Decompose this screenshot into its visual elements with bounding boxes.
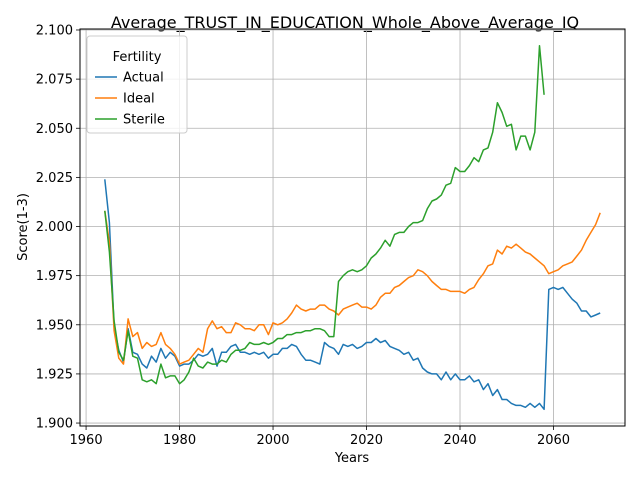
series-line-actual: [104, 179, 601, 411]
legend-title: Fertility: [113, 50, 162, 65]
x-axis: 1960 1980 2000 2020 2040 2060: [70, 426, 570, 448]
y-tick-label: 2.100: [36, 23, 73, 38]
legend-items: Actual Ideal Sterile: [95, 71, 165, 128]
y-axis: 1.900 1.925 1.950 1.975 2.000 2.025 2.050 2.075…: [36, 23, 80, 432]
plot-frame: [79, 28, 626, 427]
x-tick-label: 2060: [537, 433, 570, 448]
y-tick-label: 2.000: [36, 220, 73, 235]
y-tick-label: 1.925: [36, 367, 73, 382]
legend-label-ideal: Ideal: [123, 92, 155, 107]
x-tick-label: 1980: [163, 433, 196, 448]
y-tick-label: 2.050: [36, 122, 73, 137]
grid: [80, 29, 625, 426]
legend-label-sterile: Sterile: [123, 113, 165, 128]
x-axis-label: Years: [334, 451, 370, 466]
legend-box: [86, 35, 188, 134]
legend: Fertility Actual Ideal Sterile: [86, 35, 188, 134]
y-tick-label: 2.075: [36, 73, 73, 88]
series-line-ideal: [104, 210, 601, 365]
x-tick-label: 2000: [256, 433, 289, 448]
y-axis-label: Score(1-3): [16, 193, 31, 261]
y-tick-label: 1.950: [36, 318, 73, 333]
x-tick-label: 2020: [350, 433, 383, 448]
y-tick-label: 1.975: [36, 269, 73, 284]
series-line-sterile: [104, 44, 545, 385]
x-tick-label: 1960: [70, 433, 103, 448]
chart-title: Average_TRUST_IN_EDUCATION_Whole_Above_A…: [111, 13, 579, 33]
y-tick-label: 1.900: [36, 417, 73, 432]
series-lines: [104, 44, 601, 411]
y-tick-label: 2.025: [36, 171, 73, 186]
x-tick-label: 2040: [443, 433, 476, 448]
legend-label-actual: Actual: [123, 71, 164, 86]
